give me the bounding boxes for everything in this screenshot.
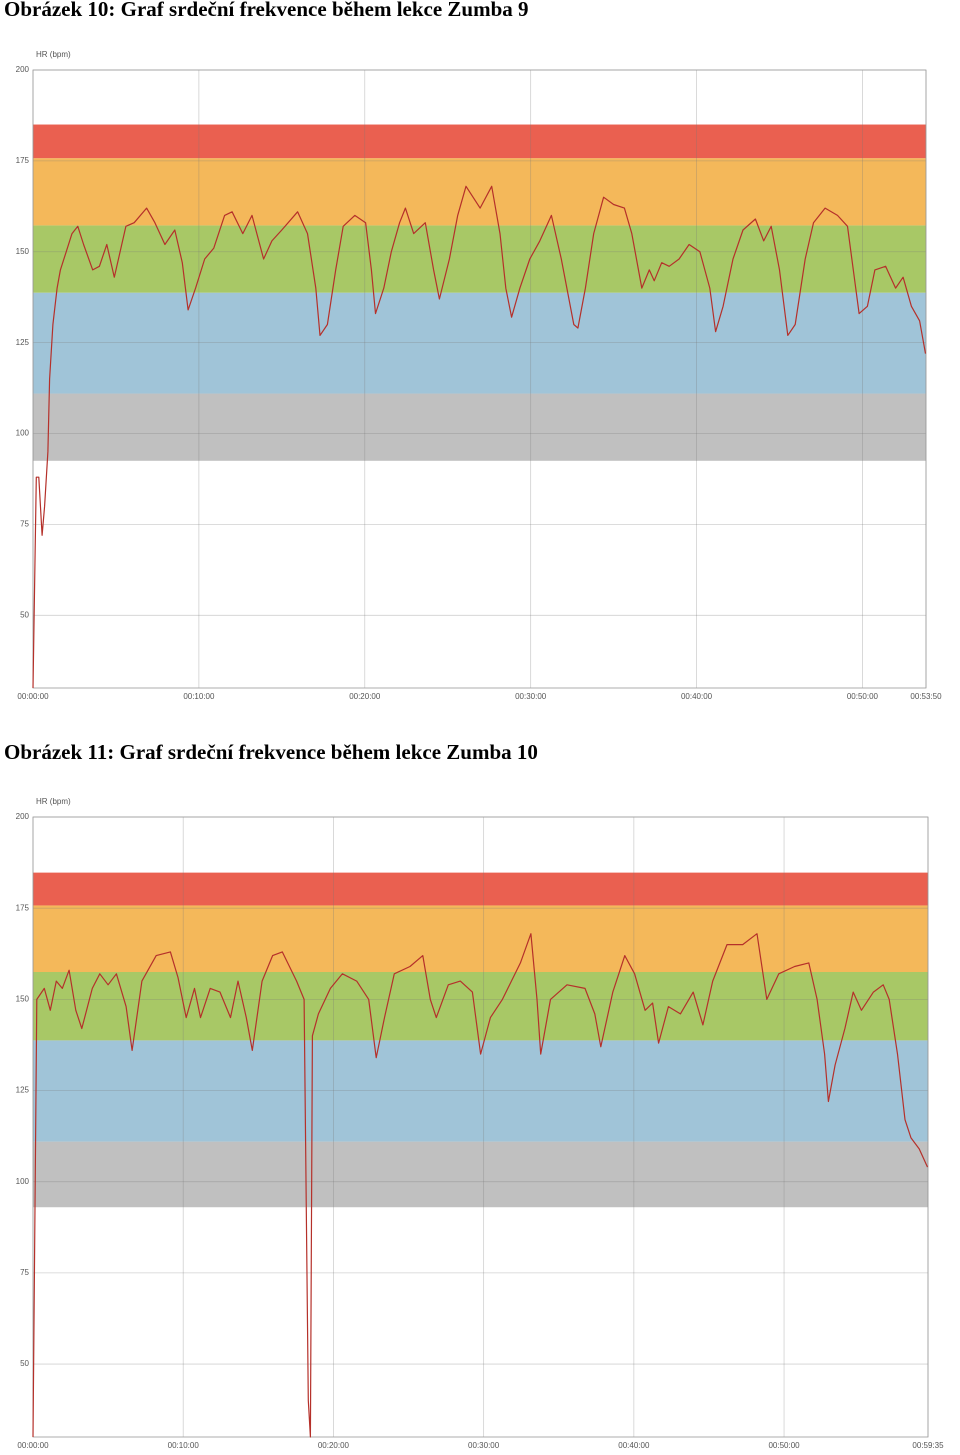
y-tick-label: 75 bbox=[20, 520, 29, 529]
x-tick-label: 00:30:00 bbox=[468, 1441, 500, 1450]
x-tick-label: 00:40:00 bbox=[681, 692, 713, 701]
x-tick-label: 00:10:00 bbox=[168, 1441, 200, 1450]
x-tick-label: 00:00:00 bbox=[17, 692, 49, 701]
hr-zone bbox=[33, 393, 926, 461]
y-tick-label: 50 bbox=[20, 1359, 29, 1368]
hr-zone bbox=[33, 158, 926, 226]
y-tick-label: 100 bbox=[16, 1177, 30, 1186]
x-tick-label: 00:10:00 bbox=[183, 692, 215, 701]
x-tick-label: 00:50:00 bbox=[768, 1441, 800, 1450]
hr-line bbox=[32, 933, 929, 1438]
plot-border bbox=[32, 816, 929, 1438]
y-axis-label: HR (bpm) bbox=[36, 50, 71, 59]
y-tick-label: 200 bbox=[16, 65, 30, 74]
hr-zone bbox=[33, 1141, 928, 1208]
hr-zone bbox=[33, 972, 928, 1041]
x-tick-label: 00:20:00 bbox=[349, 692, 381, 701]
x-tick-label: 00:59:35 bbox=[912, 1441, 944, 1450]
y-tick-label: 200 bbox=[16, 812, 30, 821]
hr-zone bbox=[33, 292, 926, 394]
x-tick-label: 00:40:00 bbox=[618, 1441, 650, 1450]
x-tick-label: 00:30:00 bbox=[515, 692, 547, 701]
hr-zone bbox=[33, 872, 928, 906]
y-tick-label: 175 bbox=[16, 156, 30, 165]
x-tick-label: 00:20:00 bbox=[318, 1441, 350, 1450]
x-tick-label: 00:53:50 bbox=[910, 692, 942, 701]
y-tick-label: 50 bbox=[20, 610, 29, 619]
figure-caption: Obrázek 11: Graf srdeční frekvence během… bbox=[4, 740, 538, 764]
hr-zone bbox=[33, 1040, 928, 1142]
hr-zone bbox=[33, 905, 928, 972]
y-tick-label: 125 bbox=[16, 1086, 30, 1095]
hr-line bbox=[32, 185, 927, 689]
figure-caption: Obrázek 10: Graf srdeční frekvence během… bbox=[4, 0, 529, 21]
y-tick-label: 125 bbox=[16, 338, 30, 347]
plot-border bbox=[32, 69, 927, 689]
hr-zone bbox=[33, 225, 926, 293]
x-tick-label: 00:50:00 bbox=[847, 692, 879, 701]
y-tick-label: 150 bbox=[16, 247, 30, 256]
hr-zone bbox=[33, 124, 926, 159]
y-tick-label: 150 bbox=[16, 994, 30, 1003]
y-tick-label: 100 bbox=[16, 429, 30, 438]
y-tick-label: 75 bbox=[20, 1268, 29, 1277]
y-axis-label: HR (bpm) bbox=[36, 797, 71, 806]
y-tick-label: 175 bbox=[16, 903, 30, 912]
x-tick-label: 00:00:00 bbox=[17, 1441, 49, 1450]
